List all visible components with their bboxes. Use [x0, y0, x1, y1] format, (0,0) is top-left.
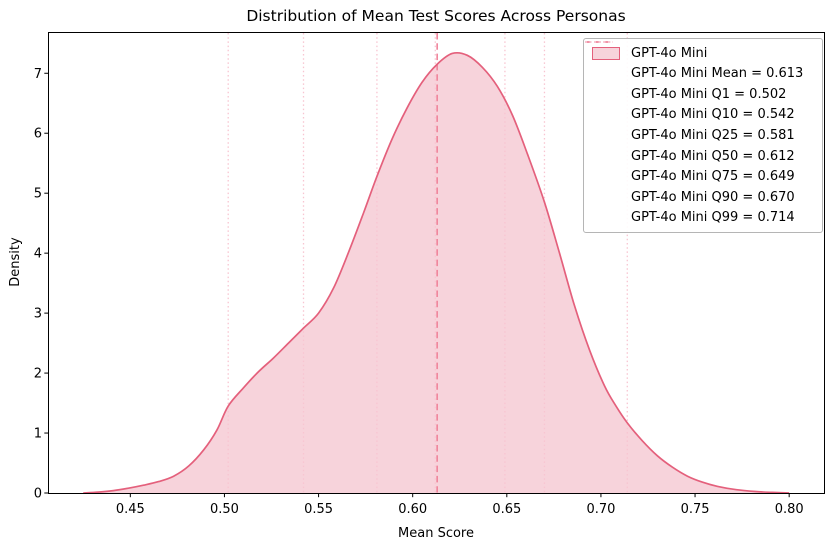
y-tick-label: 1	[34, 427, 42, 442]
x-tick-label: 0.50	[210, 502, 239, 517]
legend-item-label: GPT-4o Mini Q10 = 0.542	[631, 107, 795, 123]
x-tick-label: 0.55	[304, 502, 333, 517]
x-axis-label: Mean Score	[398, 526, 474, 541]
legend-item-label: GPT-4o Mini Q25 = 0.581	[631, 127, 795, 143]
legend-item-label: GPT-4o Mini Q90 = 0.670	[631, 189, 795, 205]
legend-item: GPT-4o Mini	[592, 43, 815, 63]
y-tick-label: 2	[34, 367, 42, 382]
legend-item: GPT-4o Mini Q25 = 0.581	[585, 41, 815, 145]
x-tick-label: 0.70	[586, 502, 615, 517]
x-tick-label: 0.65	[492, 502, 521, 517]
dotted-line-icon	[585, 41, 613, 43]
y-tick-label: 3	[34, 307, 42, 322]
chart-title: Distribution of Mean Test Scores Across …	[246, 7, 625, 25]
legend-item: GPT-4o Mini Q1 = 0.502	[585, 41, 815, 104]
legend-patch-swatch	[592, 46, 622, 60]
y-tick-label: 0	[34, 487, 42, 502]
y-tick-label: 5	[34, 187, 42, 202]
legend-item-label: GPT-4o Mini Q50 = 0.612	[631, 148, 795, 164]
legend-item: GPT-4o Mini Mean = 0.613	[585, 41, 815, 84]
y-tick-label: 4	[34, 247, 42, 262]
legend-item-label: GPT-4o Mini Q75 = 0.649	[631, 169, 795, 185]
legend-item: GPT-4o Mini Q50 = 0.612	[585, 41, 815, 166]
legend-item-label: GPT-4o Mini Q99 = 0.714	[631, 210, 795, 226]
x-tick-label: 0.75	[681, 502, 710, 517]
x-tick-label: 0.80	[775, 502, 804, 517]
legend-box: GPT-4o Mini GPT-4o Mini Mean = 0.613 GPT-4…	[583, 38, 823, 233]
y-axis-label: Density	[8, 237, 23, 287]
kde-fill-area	[83, 52, 790, 493]
x-tick-label: 0.60	[398, 502, 427, 517]
legend-item: GPT-4o Mini Q99 = 0.714	[585, 41, 815, 228]
axes-frame	[48, 32, 825, 494]
y-tick-label: 6	[34, 127, 42, 142]
legend-item-label: GPT-4o Mini	[631, 45, 708, 61]
x-tick-label: 0.45	[116, 502, 145, 517]
legend-item-label: GPT-4o Mini Q1 = 0.502	[631, 86, 787, 102]
legend-item: GPT-4o Mini Q10 = 0.542	[585, 41, 815, 125]
kde-curve	[83, 51, 790, 494]
kde-swatch-icon	[592, 46, 620, 60]
legend-item: GPT-4o Mini Q90 = 0.670	[585, 41, 815, 207]
legend-item-label: GPT-4o Mini Mean = 0.613	[631, 66, 804, 82]
y-tick-label: 7	[34, 67, 42, 82]
legend-item: GPT-4o Mini Q75 = 0.649	[585, 41, 815, 187]
